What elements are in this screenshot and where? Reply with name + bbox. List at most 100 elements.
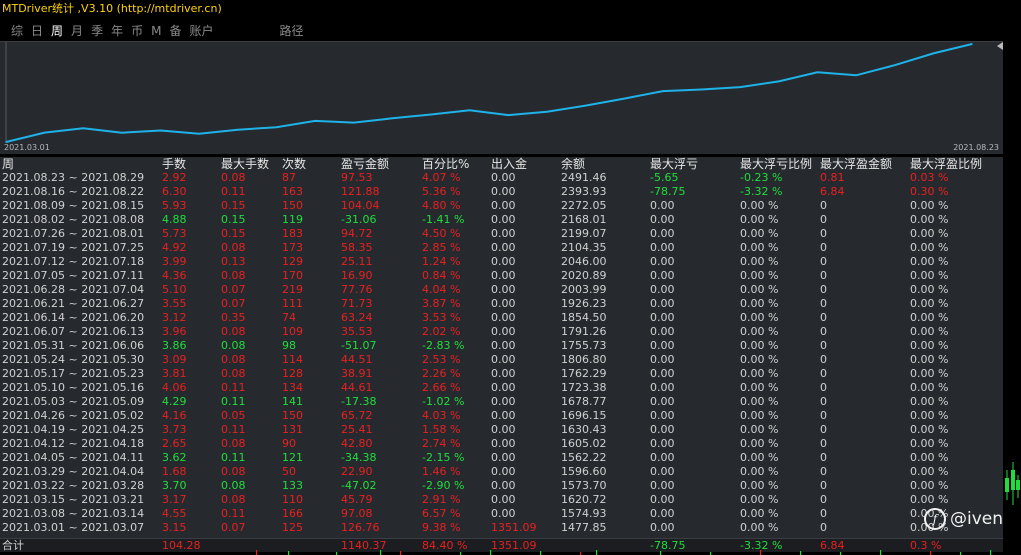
table-row[interactable]: 2021.04.19 ~ 2021.04.25 3.73 0.11 131 25.41 1…	[0, 423, 1003, 437]
header-col-6[interactable]: 出入金	[491, 157, 528, 171]
watermark: f @iven	[924, 508, 1003, 530]
table-row[interactable]: 2021.08.02 ~ 2021.08.08 4.88 0.15 119 -31.06…	[0, 213, 1003, 227]
tab-0[interactable]: 综	[11, 24, 24, 38]
background-bar	[490, 550, 492, 555]
chart-start-date: 2021.03.01	[4, 143, 50, 152]
cell-col-5: 1.24 %	[422, 255, 461, 268]
cell-col-3: 110	[282, 493, 303, 506]
background-bar	[710, 552, 712, 555]
tab-3[interactable]: 月	[71, 24, 84, 38]
cell-col-1: 5.10	[162, 283, 187, 296]
cell-col-9: 0.00 %	[740, 493, 779, 506]
cell-col-0: 2021.07.26 ~ 2021.08.01	[2, 227, 145, 240]
cell-col-11: 0.00 %	[910, 395, 949, 408]
table-row[interactable]: 2021.04.05 ~ 2021.04.11 3.62 0.11 121 -34.38…	[0, 451, 1003, 465]
cell-col-0: 2021.04.19 ~ 2021.04.25	[2, 423, 145, 436]
table-row[interactable]: 2021.06.14 ~ 2021.06.20 3.12 0.35 74 63.24 3.…	[0, 311, 1003, 325]
table-row[interactable]: 2021.05.17 ~ 2021.05.23 3.81 0.08 128 38.91 2…	[0, 367, 1003, 381]
cell-col-7: 1723.38	[561, 381, 607, 394]
tab-1[interactable]: 日	[31, 24, 44, 38]
tab-8[interactable]: 备	[169, 24, 182, 38]
cell-col-5: 2.53 %	[422, 353, 461, 366]
tab-4[interactable]: 季	[91, 24, 104, 38]
table-row[interactable]: 2021.07.12 ~ 2021.07.18 3.99 0.13 129 25.11 1…	[0, 255, 1003, 269]
cell-col-4: 38.91	[341, 367, 373, 380]
balance-chart: 2021.03.01 2021.08.23	[0, 41, 1003, 154]
cell-col-6: 0.00	[491, 423, 516, 436]
cell-col-8: -78.75	[650, 185, 686, 198]
header-col-4[interactable]: 盈亏金额	[341, 157, 390, 171]
header-col-8[interactable]: 最大浮亏	[650, 157, 699, 171]
tab-7[interactable]: M	[151, 24, 162, 38]
cell-col-9: 0.00 %	[740, 269, 779, 282]
cell-col-5: 2.91 %	[422, 493, 461, 506]
table-row[interactable]: 2021.03.22 ~ 2021.03.28 3.70 0.08 133 -47.02…	[0, 479, 1003, 493]
table-row[interactable]: 2021.07.05 ~ 2021.07.11 4.36 0.08 170 16.90 0…	[0, 269, 1003, 283]
cell-col-6: 0.00	[491, 493, 516, 506]
cell-col-11: 0.00 %	[910, 479, 949, 492]
cell-col-8: 0.00	[650, 507, 675, 520]
cell-col-3: 141	[282, 395, 303, 408]
table-row[interactable]: 2021.08.23 ~ 2021.08.29 2.92 0.08 87 97.53 4.…	[0, 171, 1003, 185]
balance-point-2021.04.26	[314, 120, 316, 122]
cell-col-2: 0.15	[221, 199, 246, 212]
background-bar	[930, 551, 932, 555]
cell-col-4: 45.79	[341, 493, 373, 506]
table-row[interactable]: 2021.06.07 ~ 2021.06.13 3.96 0.08 109 35.53 2…	[0, 325, 1003, 339]
cell-col-11: 0.00 %	[910, 297, 949, 310]
table-row[interactable]: 2021.06.28 ~ 2021.07.04 5.10 0.07 219 77.76 4…	[0, 283, 1003, 297]
header-col-11[interactable]: 最大浮盈比例	[910, 157, 983, 171]
cell-col-10: 0	[820, 507, 827, 520]
cell-col-5: 2.74 %	[422, 437, 461, 450]
cell-col-11: 0.30 %	[910, 185, 949, 198]
tab-path[interactable]: 路径	[279, 24, 304, 38]
table-row[interactable]: 2021.04.12 ~ 2021.04.18 2.65 0.08 90 42.80 2.…	[0, 437, 1003, 451]
table-row[interactable]: 2021.05.10 ~ 2021.05.16 4.06 0.11 134 44.61 2…	[0, 381, 1003, 395]
table-row[interactable]: 2021.08.16 ~ 2021.08.22 6.30 0.11 163 121.88…	[0, 185, 1003, 199]
cell-col-11: 0.00 %	[910, 311, 949, 324]
cell-col-8: 0.00	[650, 269, 675, 282]
table-row[interactable]: 2021.06.21 ~ 2021.06.27 3.55 0.07 111 71.73 3…	[0, 297, 1003, 311]
cell-col-1: 3.17	[162, 493, 187, 506]
period-tabs: 综日周月季年币 M 备账户 路径	[8, 22, 309, 40]
cell-col-0: 2021.05.10 ~ 2021.05.16	[2, 381, 145, 394]
cell-col-1: 4.06	[162, 381, 187, 394]
cell-col-1: 4.88	[162, 213, 187, 226]
header-col-3[interactable]: 次数	[282, 157, 307, 171]
cell-col-8: 0.00	[650, 241, 675, 254]
balance-point-2021.03.29	[159, 129, 162, 132]
table-row[interactable]: 2021.05.31 ~ 2021.06.06 3.86 0.08 98 -51.07 -…	[0, 339, 1003, 353]
table-row[interactable]: 2021.03.01 ~ 2021.03.07 3.15 0.07 125 126.76…	[0, 521, 1003, 535]
cell-col-7: 1562.22	[561, 451, 607, 464]
cell-col-9: 0.00 %	[740, 241, 779, 254]
tab-5[interactable]: 年	[111, 24, 124, 38]
cell-col-5: 1.46 %	[422, 465, 461, 478]
table-row[interactable]: 2021.03.08 ~ 2021.03.14 4.55 0.11 166 97.08 6…	[0, 507, 1003, 521]
cell-col-10: 0	[820, 423, 827, 436]
header-col-10[interactable]: 最大浮盈金额	[820, 157, 893, 171]
balance-point-2021.03.08	[43, 131, 46, 134]
author-logo-icon: f	[924, 508, 946, 530]
cell-col-4: 44.51	[341, 353, 373, 366]
tab-2[interactable]: 周	[51, 24, 64, 38]
table-row[interactable]: 2021.05.24 ~ 2021.05.30 3.09 0.08 114 44.51 2…	[0, 353, 1003, 367]
table-row[interactable]: 2021.03.15 ~ 2021.03.21 3.17 0.08 110 45.79 2…	[0, 493, 1003, 507]
table-row[interactable]: 2021.03.29 ~ 2021.04.04 1.68 0.08 50 22.90 1.…	[0, 465, 1003, 479]
tab-9[interactable]: 账户	[189, 24, 214, 38]
table-row[interactable]: 2021.07.19 ~ 2021.07.25 4.92 0.08 173 58.35 2…	[0, 241, 1003, 255]
table-row[interactable]: 2021.05.03 ~ 2021.05.09 4.29 0.11 141 -17.38…	[0, 395, 1003, 409]
cell-col-10: 0	[820, 297, 827, 310]
header-col-9[interactable]: 最大浮亏比例	[740, 157, 813, 171]
tab-6[interactable]: 币	[131, 24, 144, 38]
table-row[interactable]: 2021.07.26 ~ 2021.08.01 5.73 0.15 183 94.72 4…	[0, 227, 1003, 241]
table-row[interactable]: 2021.04.26 ~ 2021.05.02 4.16 0.05 150 65.72 4…	[0, 409, 1003, 423]
table-row[interactable]: 2021.08.09 ~ 2021.08.15 5.93 0.15 150 104.04…	[0, 199, 1003, 213]
header-col-2[interactable]: 最大手数	[221, 157, 270, 171]
header-col-5[interactable]: 百分比%	[422, 157, 470, 171]
header-col-1[interactable]: 手数	[162, 157, 187, 171]
header-col-0[interactable]: 周	[2, 157, 15, 171]
cell-col-9: 0.00 %	[740, 395, 779, 408]
cell-col-2: 0.08	[221, 479, 246, 492]
header-col-7[interactable]: 余额	[561, 157, 586, 171]
cell-col-8: 0.00	[650, 227, 675, 240]
